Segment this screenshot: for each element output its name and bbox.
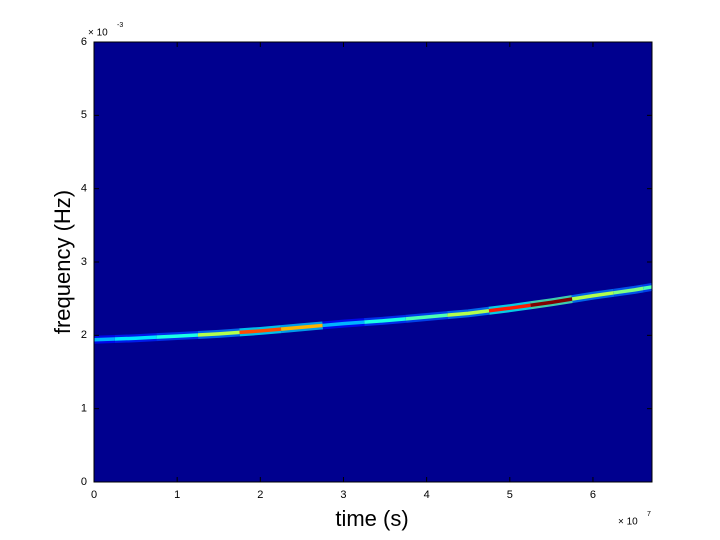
y-tick-label: 0 xyxy=(81,476,87,488)
ridge-segment xyxy=(364,317,407,324)
y-tick-label: 1 xyxy=(81,403,87,415)
y-axis-label: frequency (Hz) xyxy=(50,190,75,334)
ridge-segment xyxy=(239,327,282,335)
x-exponent-power: 7 xyxy=(647,511,651,518)
ridge xyxy=(93,282,653,344)
ridge-segment xyxy=(447,309,490,317)
x-tick-label: 1 xyxy=(174,489,180,501)
ridge-segment xyxy=(530,297,573,307)
x-axis-label: time (s) xyxy=(335,506,408,531)
plot-background xyxy=(94,42,652,482)
ridge-segment xyxy=(93,337,115,342)
ridge-segment xyxy=(571,291,614,301)
ridge-segment xyxy=(156,333,199,339)
y-tick-label: 4 xyxy=(81,183,87,195)
x-tick-label: 6 xyxy=(590,489,596,501)
x-tick-label: 5 xyxy=(507,489,513,501)
ridge-segment xyxy=(280,323,323,331)
ridge-segment xyxy=(322,320,365,328)
y-exponent-power: -3 xyxy=(117,22,123,29)
x-tick-label: 0 xyxy=(91,489,97,501)
x-tick-label: 2 xyxy=(257,489,263,501)
ridge-segment xyxy=(405,313,448,321)
x-tick-label: 4 xyxy=(424,489,430,501)
x-exponent-base: × 10 xyxy=(618,517,638,528)
y-tick-label: 2 xyxy=(81,329,87,341)
y-exponent-base: × 10 xyxy=(88,28,108,39)
ridge-segment xyxy=(642,285,653,291)
ridge-segment xyxy=(114,335,157,341)
y-tick-label: 6 xyxy=(81,36,87,48)
x-tick-label: 3 xyxy=(340,489,346,501)
ridge-segment xyxy=(197,330,240,337)
y-tick-label: 3 xyxy=(81,256,87,268)
ridge-segment xyxy=(488,303,531,313)
ridge-segment xyxy=(613,286,644,295)
y-tick-label: 5 xyxy=(81,109,87,121)
